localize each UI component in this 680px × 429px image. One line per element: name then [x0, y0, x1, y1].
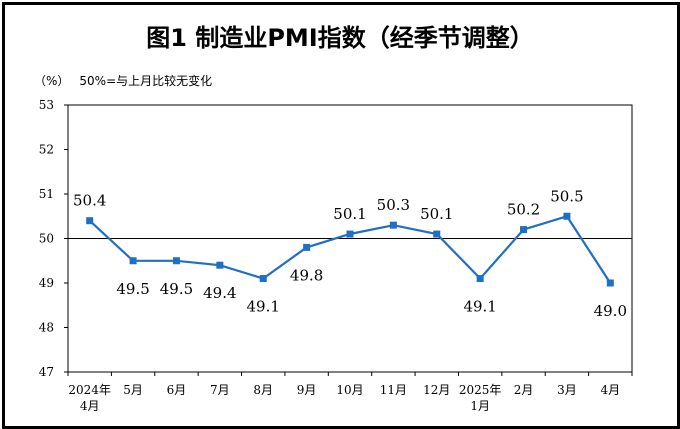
y-tick-label: 53	[39, 98, 54, 112]
data-point	[172, 257, 180, 265]
data-label: 49.0	[594, 302, 627, 320]
data-label: 49.1	[463, 298, 496, 316]
baseline-note: 50%=与上月比较无变化	[79, 74, 213, 88]
chart-title: 图1 制造业PMI指数（经季节调整）	[146, 24, 534, 52]
x-tick-label: 4月	[80, 399, 100, 413]
data-point	[129, 257, 137, 265]
y-tick-label: 50	[39, 232, 54, 246]
y-tick-label: 51	[39, 187, 54, 201]
data-point	[303, 243, 311, 251]
x-tick-label: 5月	[123, 383, 143, 397]
x-tick-label: 7月	[210, 383, 230, 397]
data-point	[216, 261, 224, 269]
x-tick-label: 9月	[297, 383, 317, 397]
data-point	[346, 230, 354, 238]
y-unit-label: （%）	[34, 74, 70, 88]
x-tick-label: 2月	[514, 383, 534, 397]
x-tick-label: 11月	[380, 383, 407, 397]
data-point	[563, 212, 571, 220]
data-label: 49.5	[116, 280, 149, 298]
x-tick-label: 6月	[167, 383, 187, 397]
y-tick-label: 47	[39, 365, 54, 379]
data-label: 49.1	[247, 298, 280, 316]
data-point	[520, 226, 528, 234]
data-point	[259, 275, 267, 283]
y-tick-label: 49	[39, 276, 54, 290]
x-tick-label: 3月	[557, 383, 577, 397]
data-label: 49.8	[290, 266, 323, 284]
x-tick-label: 4月	[600, 383, 620, 397]
x-tick-label: 2024年	[68, 383, 111, 397]
y-tick-label: 48	[39, 321, 54, 335]
data-label: 50.4	[73, 192, 106, 210]
data-label: 50.5	[550, 187, 583, 205]
x-tick-label: 2025年	[459, 383, 502, 397]
data-label: 50.1	[333, 205, 366, 223]
data-point	[606, 279, 614, 287]
data-point	[86, 217, 94, 225]
series-line	[88, 215, 612, 284]
data-point	[476, 275, 484, 283]
x-tick-label: 12月	[423, 383, 450, 397]
data-label: 49.5	[160, 280, 193, 298]
x-tick-label: 10月	[336, 383, 363, 397]
data-label: 50.3	[377, 196, 410, 214]
x-tick-label: 1月	[470, 399, 490, 413]
data-point	[389, 221, 397, 229]
data-label: 50.2	[507, 201, 540, 219]
data-point	[433, 230, 441, 238]
x-tick-label: 8月	[253, 383, 273, 397]
data-label: 49.4	[203, 284, 236, 302]
y-unit-note: （%） 50%=与上月比较无变化	[34, 72, 212, 89]
y-tick-label: 52	[39, 143, 54, 157]
data-label: 50.1	[420, 205, 453, 223]
